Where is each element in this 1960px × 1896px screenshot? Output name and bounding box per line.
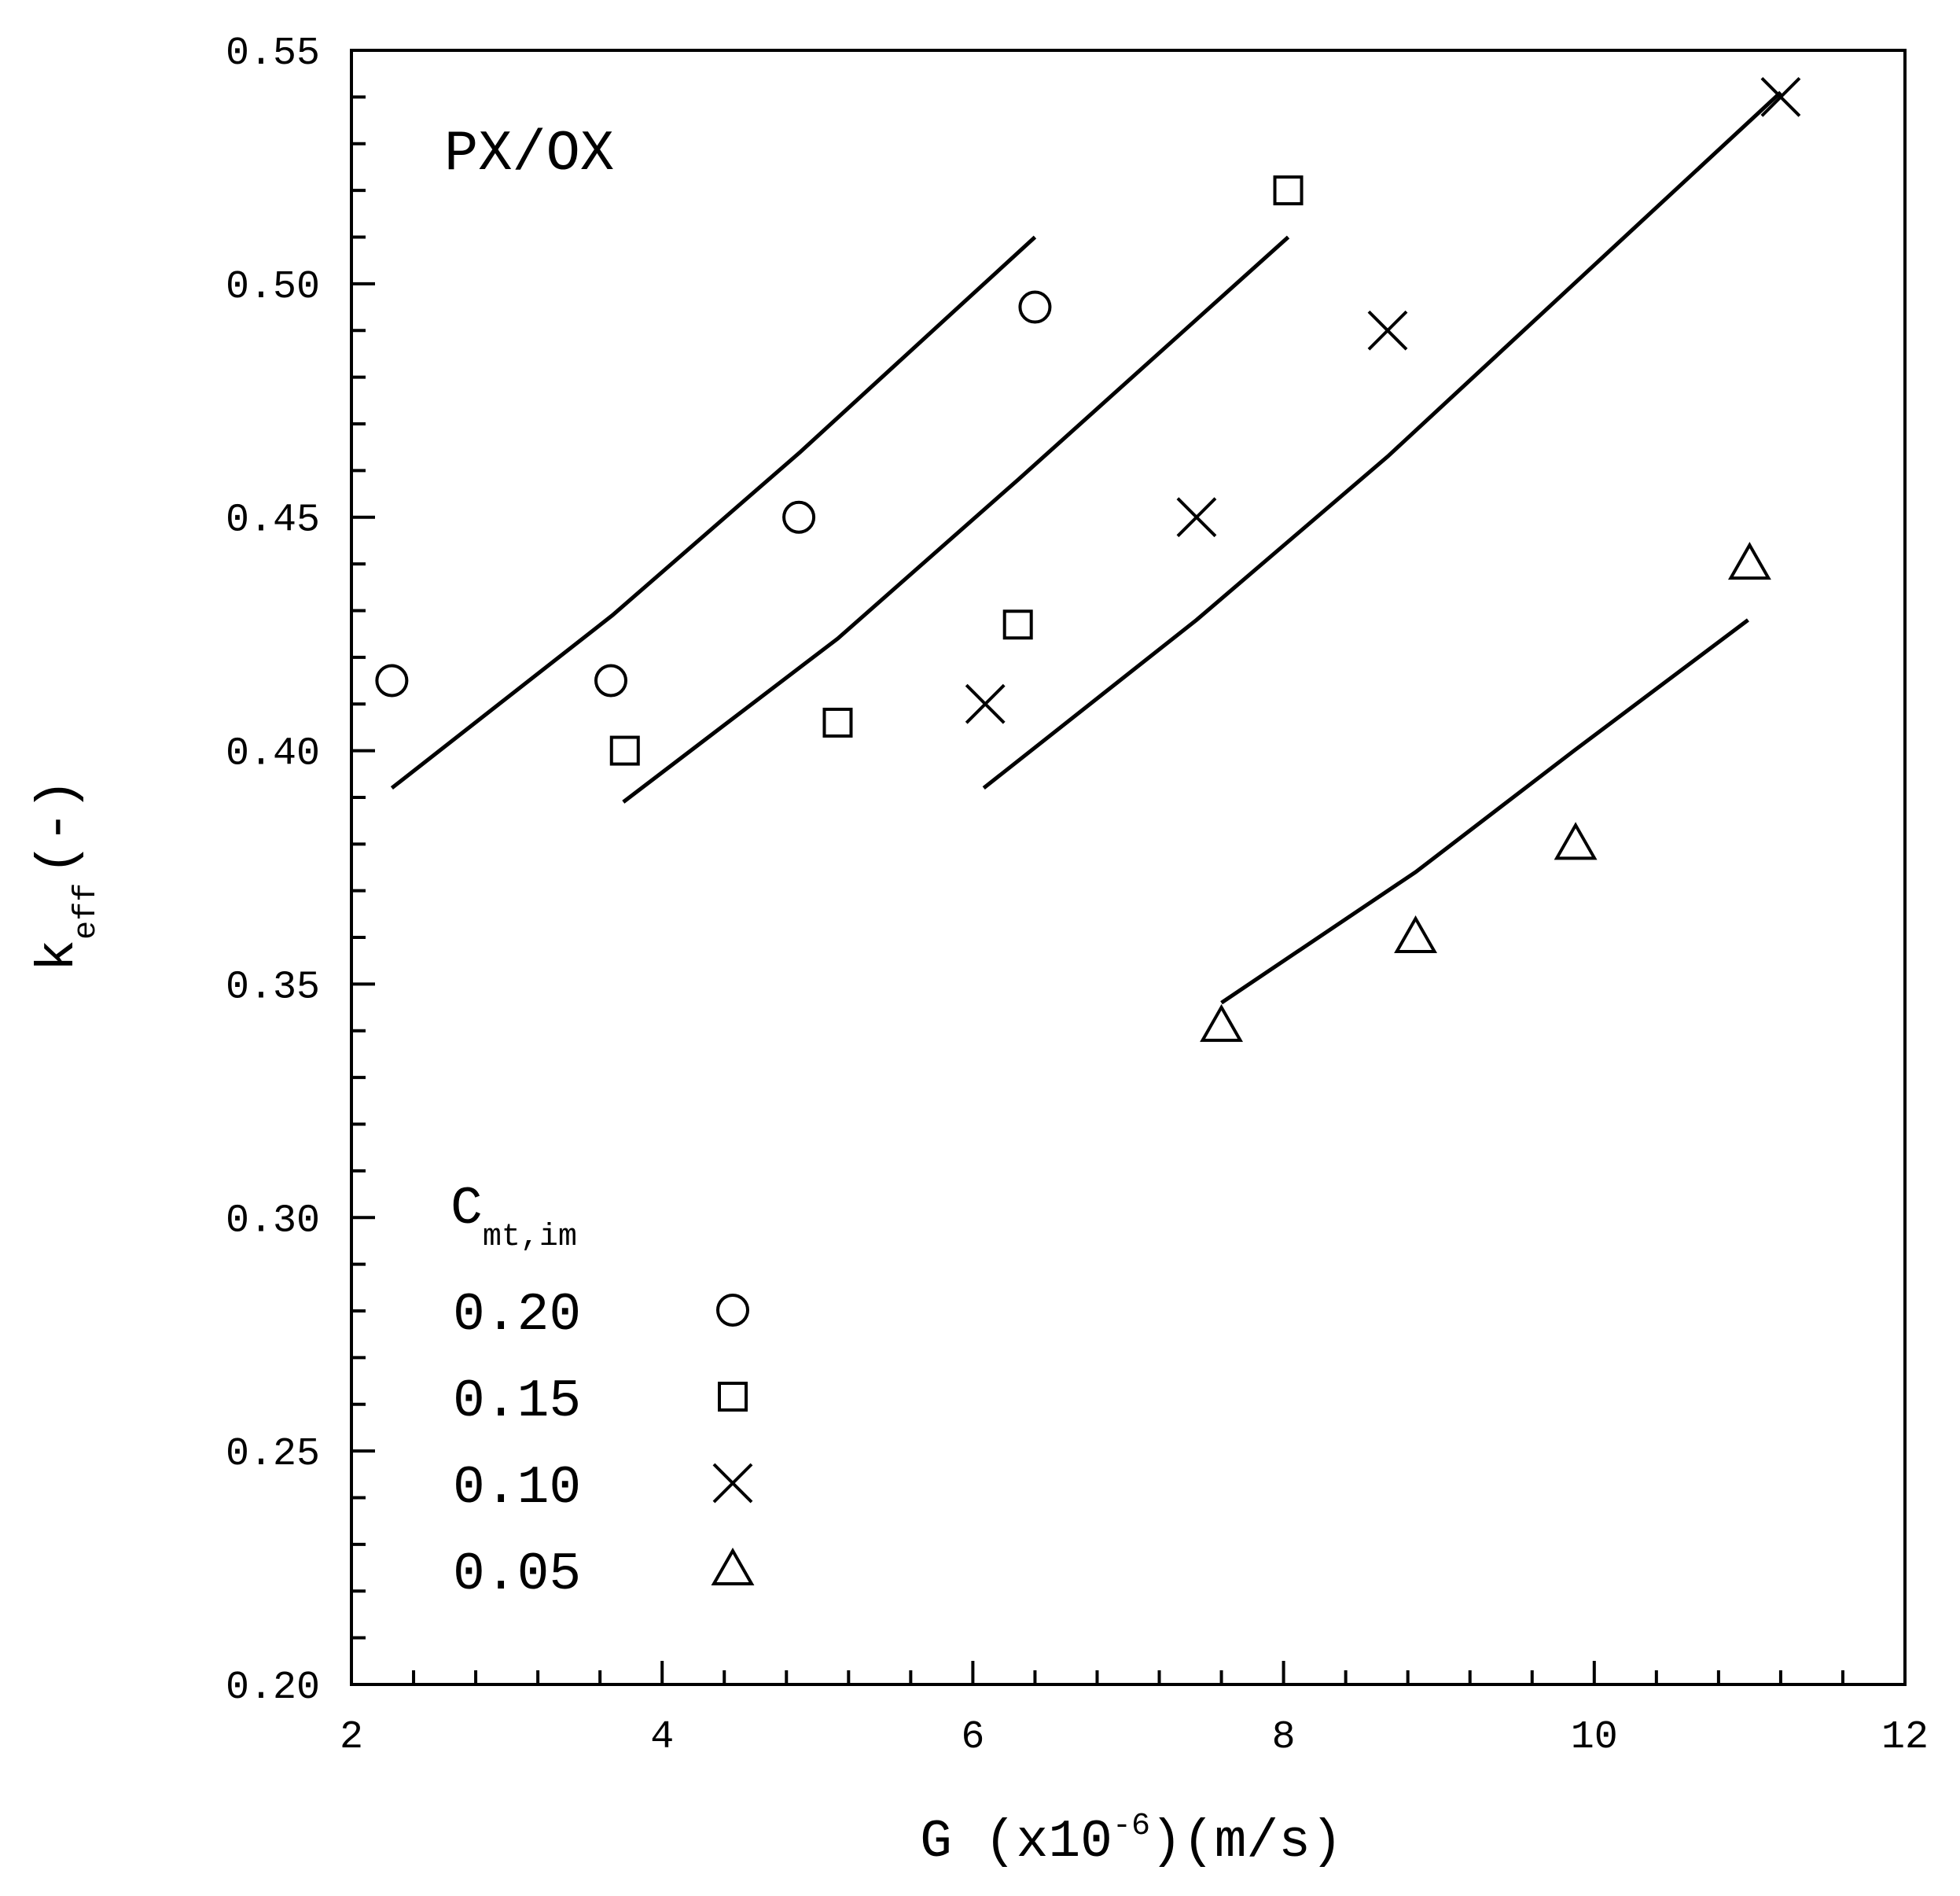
x-tick-label: 6 bbox=[961, 1715, 984, 1760]
marker-circle bbox=[782, 500, 816, 534]
fit-line bbox=[982, 90, 1782, 790]
x-tick-label: 4 bbox=[650, 1715, 674, 1760]
y-tick-label: 0.20 bbox=[226, 1666, 320, 1710]
x-tick-label: 12 bbox=[1881, 1715, 1929, 1760]
y-tick-label: 0.45 bbox=[226, 499, 320, 543]
y-tick-label: 0.25 bbox=[226, 1432, 320, 1477]
plot-frame bbox=[350, 49, 1907, 1686]
legend-marker bbox=[716, 1294, 749, 1327]
marker-triangle bbox=[1394, 915, 1438, 954]
marker-square bbox=[609, 735, 640, 766]
marker-triangle bbox=[1200, 1003, 1244, 1042]
legend-label: 0.10 bbox=[453, 1458, 581, 1519]
marker-triangle bbox=[1554, 822, 1598, 860]
fit-line bbox=[1220, 618, 1749, 1005]
x-tick-label: 2 bbox=[340, 1715, 363, 1760]
legend-marker bbox=[718, 1382, 748, 1412]
legend-title: Cmt,im bbox=[450, 1179, 577, 1255]
marker-circle bbox=[594, 664, 627, 698]
x-axis-label: G (x10-6)(m/s) bbox=[920, 1809, 1343, 1872]
marker-square bbox=[1002, 609, 1033, 640]
marker-square bbox=[1273, 175, 1304, 206]
x-tick-label: 10 bbox=[1571, 1715, 1618, 1760]
y-tick-label: 0.50 bbox=[226, 265, 320, 310]
y-tick-label: 0.55 bbox=[226, 31, 320, 76]
marker-cross bbox=[1760, 76, 1801, 117]
marker-circle bbox=[1018, 290, 1052, 324]
marker-cross bbox=[1176, 497, 1217, 538]
y-label-part: (-) bbox=[28, 779, 89, 874]
y-tick-label: 0.40 bbox=[226, 732, 320, 777]
fit-line bbox=[622, 235, 1290, 804]
y-tick-label: 0.30 bbox=[226, 1198, 320, 1243]
legend-title-part: C bbox=[450, 1179, 483, 1239]
legend-marker bbox=[712, 1463, 753, 1504]
legend-label: 0.05 bbox=[453, 1544, 581, 1605]
x-label-part: )(m/s) bbox=[1150, 1812, 1343, 1872]
legend-label: 0.15 bbox=[453, 1371, 581, 1432]
legend-label: 0.20 bbox=[453, 1285, 581, 1346]
y-axis-label: keff (-) bbox=[28, 779, 105, 971]
marker-cross bbox=[965, 683, 1006, 724]
marker-circle bbox=[375, 664, 409, 698]
marker-cross bbox=[1367, 310, 1408, 351]
y-label-subscript: eff bbox=[69, 883, 105, 940]
legend-marker bbox=[711, 1547, 755, 1585]
y-label-part: k bbox=[28, 940, 89, 972]
annotation: PX/OX bbox=[444, 122, 614, 186]
marker-triangle bbox=[1727, 542, 1771, 580]
x-label-part: G (x10 bbox=[920, 1812, 1112, 1872]
x-label-superscript: -6 bbox=[1112, 1809, 1150, 1844]
x-tick-label: 8 bbox=[1272, 1715, 1296, 1760]
fit-line bbox=[390, 235, 1037, 790]
marker-square bbox=[822, 707, 853, 738]
y-tick-label: 0.35 bbox=[226, 965, 320, 1010]
legend-title-subscript: mt,im bbox=[483, 1220, 577, 1255]
